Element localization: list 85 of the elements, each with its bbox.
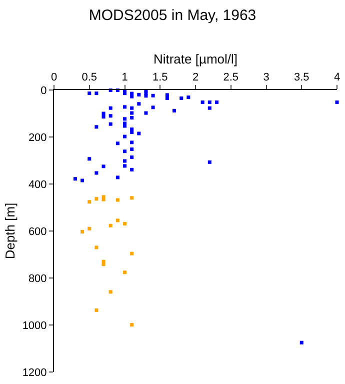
point bbox=[130, 196, 134, 200]
point bbox=[123, 117, 126, 121]
point bbox=[130, 155, 134, 159]
point bbox=[123, 134, 126, 138]
point bbox=[108, 114, 112, 118]
point bbox=[130, 140, 134, 144]
point bbox=[123, 150, 126, 154]
point bbox=[144, 94, 148, 98]
point bbox=[123, 270, 126, 274]
point bbox=[94, 308, 98, 312]
point bbox=[88, 92, 92, 96]
point bbox=[130, 116, 134, 120]
point bbox=[130, 111, 134, 115]
point bbox=[130, 94, 134, 98]
point bbox=[200, 100, 204, 104]
point bbox=[108, 106, 112, 110]
point bbox=[151, 94, 155, 98]
point bbox=[108, 290, 112, 294]
x-tick-label: 2 bbox=[192, 72, 199, 84]
chart-title: MODS2005 in May, 1963 bbox=[88, 7, 256, 24]
point bbox=[208, 106, 212, 110]
y-tick-label: 1000 bbox=[22, 320, 47, 332]
x-tick-label: 1 bbox=[122, 72, 128, 84]
point bbox=[88, 226, 92, 230]
x-tick-label: 0 bbox=[50, 72, 58, 84]
point bbox=[130, 130, 134, 134]
point bbox=[88, 157, 92, 161]
point bbox=[208, 160, 212, 164]
point bbox=[102, 262, 106, 266]
point bbox=[102, 198, 106, 202]
x-tick-label: 2.5 bbox=[223, 72, 239, 84]
point bbox=[130, 147, 134, 151]
point bbox=[88, 200, 92, 204]
point bbox=[73, 177, 77, 181]
x-tick-label: 4 bbox=[334, 72, 340, 84]
point bbox=[80, 230, 84, 234]
point bbox=[116, 218, 120, 222]
point bbox=[123, 164, 126, 168]
x-tick-label: 3 bbox=[263, 72, 270, 84]
point bbox=[137, 132, 141, 136]
point bbox=[94, 125, 98, 129]
x-tick-label: 0.5 bbox=[82, 72, 98, 84]
point bbox=[123, 105, 126, 109]
point bbox=[123, 159, 126, 163]
y-tick-label: 200 bbox=[28, 132, 47, 144]
point bbox=[94, 171, 98, 175]
point bbox=[208, 100, 212, 104]
y-tick-label: 600 bbox=[28, 226, 47, 238]
point bbox=[214, 100, 218, 104]
point bbox=[165, 93, 169, 97]
point bbox=[94, 92, 98, 96]
point bbox=[335, 100, 339, 104]
point bbox=[137, 102, 141, 106]
point bbox=[102, 164, 106, 168]
point bbox=[123, 92, 126, 96]
point bbox=[123, 222, 126, 226]
point bbox=[94, 246, 98, 250]
point bbox=[172, 108, 176, 112]
point bbox=[300, 340, 304, 344]
point bbox=[80, 178, 84, 182]
point bbox=[130, 168, 134, 172]
x-axis-title: Nitrate [µmol/l] bbox=[153, 52, 238, 67]
point bbox=[116, 176, 120, 180]
y-tick-label: 0 bbox=[40, 84, 47, 97]
y-tick-label: 1200 bbox=[22, 366, 47, 379]
point bbox=[130, 106, 134, 110]
point bbox=[116, 142, 120, 146]
point bbox=[180, 96, 184, 100]
point bbox=[130, 323, 134, 327]
y-axis-title: Depth [m] bbox=[2, 202, 18, 260]
point bbox=[130, 252, 134, 256]
point bbox=[102, 115, 106, 119]
y-tick-label: 400 bbox=[28, 178, 47, 191]
point bbox=[186, 96, 190, 100]
point bbox=[151, 106, 155, 110]
point bbox=[108, 224, 112, 228]
y-tick-label: 800 bbox=[28, 272, 47, 285]
point bbox=[144, 111, 148, 115]
point bbox=[165, 96, 169, 100]
point bbox=[116, 198, 120, 202]
x-tick-label: 1.5 bbox=[152, 72, 168, 84]
point bbox=[94, 197, 98, 201]
x-tick-label: 3.5 bbox=[294, 72, 310, 84]
point bbox=[137, 92, 141, 96]
point bbox=[108, 122, 112, 126]
